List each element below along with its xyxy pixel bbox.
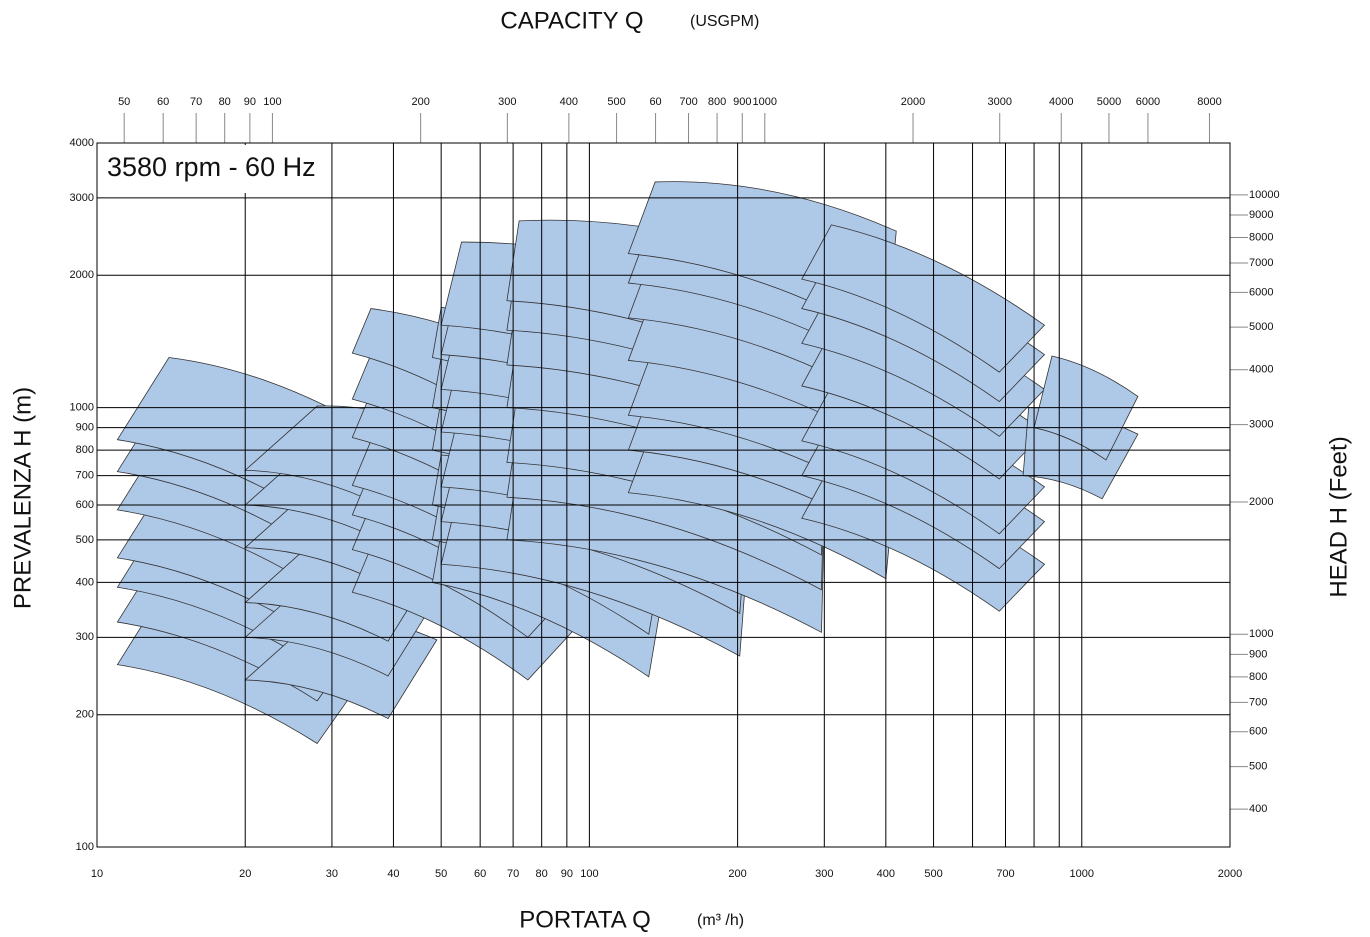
y-tick-label: 200 bbox=[76, 709, 94, 721]
y2-label: HEAD H (Feet) bbox=[1325, 436, 1352, 597]
x-tick-label: 700 bbox=[996, 868, 1014, 880]
x2-tick-label: 800 bbox=[708, 96, 726, 108]
x2-tick-label: 400 bbox=[560, 96, 578, 108]
x-unit: (m³ /h) bbox=[697, 912, 744, 929]
y2-tick-label: 6000 bbox=[1249, 286, 1273, 298]
x-tick-label: 10 bbox=[91, 868, 103, 880]
x2-unit: (USGPM) bbox=[690, 13, 759, 30]
y-tick-label: 400 bbox=[76, 576, 94, 588]
y-tick-label: 300 bbox=[76, 631, 94, 643]
y2-tick-label: 500 bbox=[1249, 761, 1267, 773]
y2-tick-label: 5000 bbox=[1249, 321, 1273, 333]
x2-tick-label: 200 bbox=[411, 96, 429, 108]
x2-tick-label: 70 bbox=[190, 96, 202, 108]
y2-tick-label: 800 bbox=[1249, 671, 1267, 683]
x2-tick-label: 60 bbox=[649, 96, 661, 108]
y2-tick-label: 400 bbox=[1249, 803, 1267, 815]
y-tick-label: 800 bbox=[76, 444, 94, 456]
x-tick-label: 300 bbox=[815, 868, 833, 880]
x-tick-label: 200 bbox=[728, 868, 746, 880]
x-tick-label: 60 bbox=[474, 868, 486, 880]
x-tick-label: 70 bbox=[507, 868, 519, 880]
y-tick-label: 4000 bbox=[70, 137, 94, 149]
x2-tick-label: 5000 bbox=[1097, 96, 1121, 108]
y2-tick-label: 600 bbox=[1249, 726, 1267, 738]
x2-tick-label: 90 bbox=[244, 96, 256, 108]
y2-tick-label: 900 bbox=[1249, 648, 1267, 660]
x-tick-label: 50 bbox=[435, 868, 447, 880]
y2-tick-label: 3000 bbox=[1249, 419, 1273, 431]
plot-frame bbox=[96, 142, 1231, 848]
y2-tick-label: 1000 bbox=[1249, 628, 1273, 640]
y2-tick-label: 9000 bbox=[1249, 209, 1273, 221]
y2-tick-label: 8000 bbox=[1249, 231, 1273, 243]
x2-tick-label: 80 bbox=[219, 96, 231, 108]
x2-tick-label: 4000 bbox=[1049, 96, 1073, 108]
annotation: 3580 rpm - 60 Hz bbox=[107, 152, 316, 182]
x-tick-label: 1000 bbox=[1070, 868, 1094, 880]
x2-tick-label: 700 bbox=[679, 96, 697, 108]
x-tick-label: 100 bbox=[580, 868, 598, 880]
y2-tick-label: 2000 bbox=[1249, 496, 1273, 508]
x-tick-label: 20 bbox=[239, 868, 251, 880]
x-tick-label: 2000 bbox=[1218, 868, 1242, 880]
pump-region bbox=[801, 224, 1046, 373]
x-tick-label: 400 bbox=[877, 868, 895, 880]
x-label: PORTATA Q bbox=[519, 906, 651, 933]
x-tick-label: 500 bbox=[924, 868, 942, 880]
x2-tick-label: 60 bbox=[157, 96, 169, 108]
x-tick-label: 40 bbox=[387, 868, 399, 880]
x2-tick-label: 100 bbox=[263, 96, 281, 108]
x2-tick-label: 6000 bbox=[1136, 96, 1160, 108]
x2-tick-label: 50 bbox=[118, 96, 130, 108]
y-tick-label: 600 bbox=[76, 499, 94, 511]
y-tick-label: 1000 bbox=[70, 401, 94, 413]
x2-tick-label: 1000 bbox=[753, 96, 777, 108]
y-tick-label: 700 bbox=[76, 470, 94, 482]
x2-tick-label: 8000 bbox=[1197, 96, 1221, 108]
y-label: PREVALENZA H (m) bbox=[9, 387, 36, 609]
x2-title: CAPACITY Q bbox=[500, 7, 643, 34]
y-tick-label: 2000 bbox=[70, 269, 94, 281]
y-tick-label: 100 bbox=[76, 841, 94, 853]
y2-tick-label: 4000 bbox=[1249, 364, 1273, 376]
y2-tick-label: 700 bbox=[1249, 696, 1267, 708]
y-tick-label: 900 bbox=[76, 422, 94, 434]
x2-tick-label: 300 bbox=[498, 96, 516, 108]
x-tick-label: 80 bbox=[536, 868, 548, 880]
y2-tick-label: 7000 bbox=[1249, 257, 1273, 269]
y-tick-label: 500 bbox=[76, 534, 94, 546]
x-tick-label: 90 bbox=[561, 868, 573, 880]
x2-tick-label: 2000 bbox=[901, 96, 925, 108]
regions bbox=[116, 181, 1139, 745]
y-tick-label: 3000 bbox=[70, 192, 94, 204]
x2-tick-label: 900 bbox=[733, 96, 751, 108]
annotation-box bbox=[99, 145, 331, 193]
titles: CAPACITY Q (USGPM) PORTATA Q (m³ /h) PRE… bbox=[9, 7, 1352, 933]
x2-tick-label: 3000 bbox=[987, 96, 1011, 108]
y2-tick-label: 10000 bbox=[1249, 189, 1280, 201]
x2-tick-label: 500 bbox=[607, 96, 625, 108]
x-tick-label: 30 bbox=[326, 868, 338, 880]
